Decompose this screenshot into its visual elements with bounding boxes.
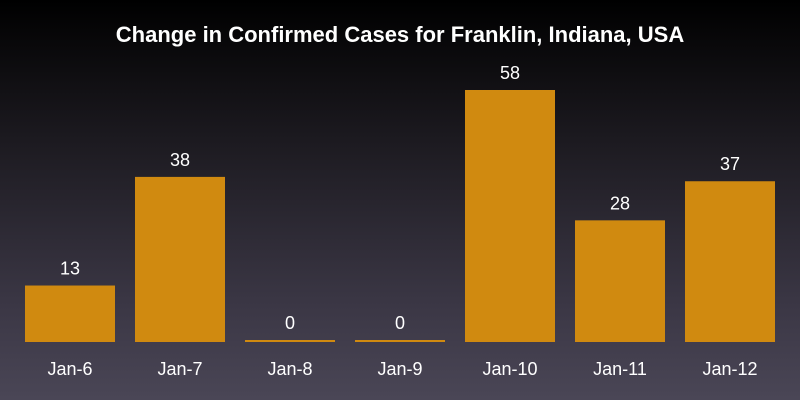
bar-jan-10	[465, 90, 555, 342]
bar-jan-8	[245, 340, 335, 342]
data-label-jan-8: 0	[285, 313, 295, 333]
bar-jan-6	[25, 285, 115, 342]
x-tick-label-jan-6: Jan-6	[47, 359, 92, 379]
data-label-jan-10: 58	[500, 63, 520, 83]
bar-jan-11	[575, 220, 665, 342]
x-tick-label-jan-10: Jan-10	[482, 359, 537, 379]
data-label-jan-9: 0	[395, 313, 405, 333]
data-label-jan-11: 28	[610, 193, 630, 213]
chart-title: Change in Confirmed Cases for Franklin, …	[115, 22, 685, 47]
bar-jan-7	[135, 176, 225, 342]
data-label-jan-12: 37	[720, 154, 740, 174]
x-tick-label-jan-12: Jan-12	[702, 359, 757, 379]
bar-jan-9	[355, 340, 445, 342]
data-label-jan-6: 13	[60, 259, 80, 279]
data-label-jan-7: 38	[170, 150, 190, 170]
x-tick-label-jan-7: Jan-7	[157, 359, 202, 379]
x-tick-label-jan-11: Jan-11	[593, 359, 647, 379]
bar-jan-12	[685, 181, 775, 342]
x-tick-label-jan-8: Jan-8	[267, 359, 312, 379]
x-tick-label-jan-9: Jan-9	[377, 359, 422, 379]
